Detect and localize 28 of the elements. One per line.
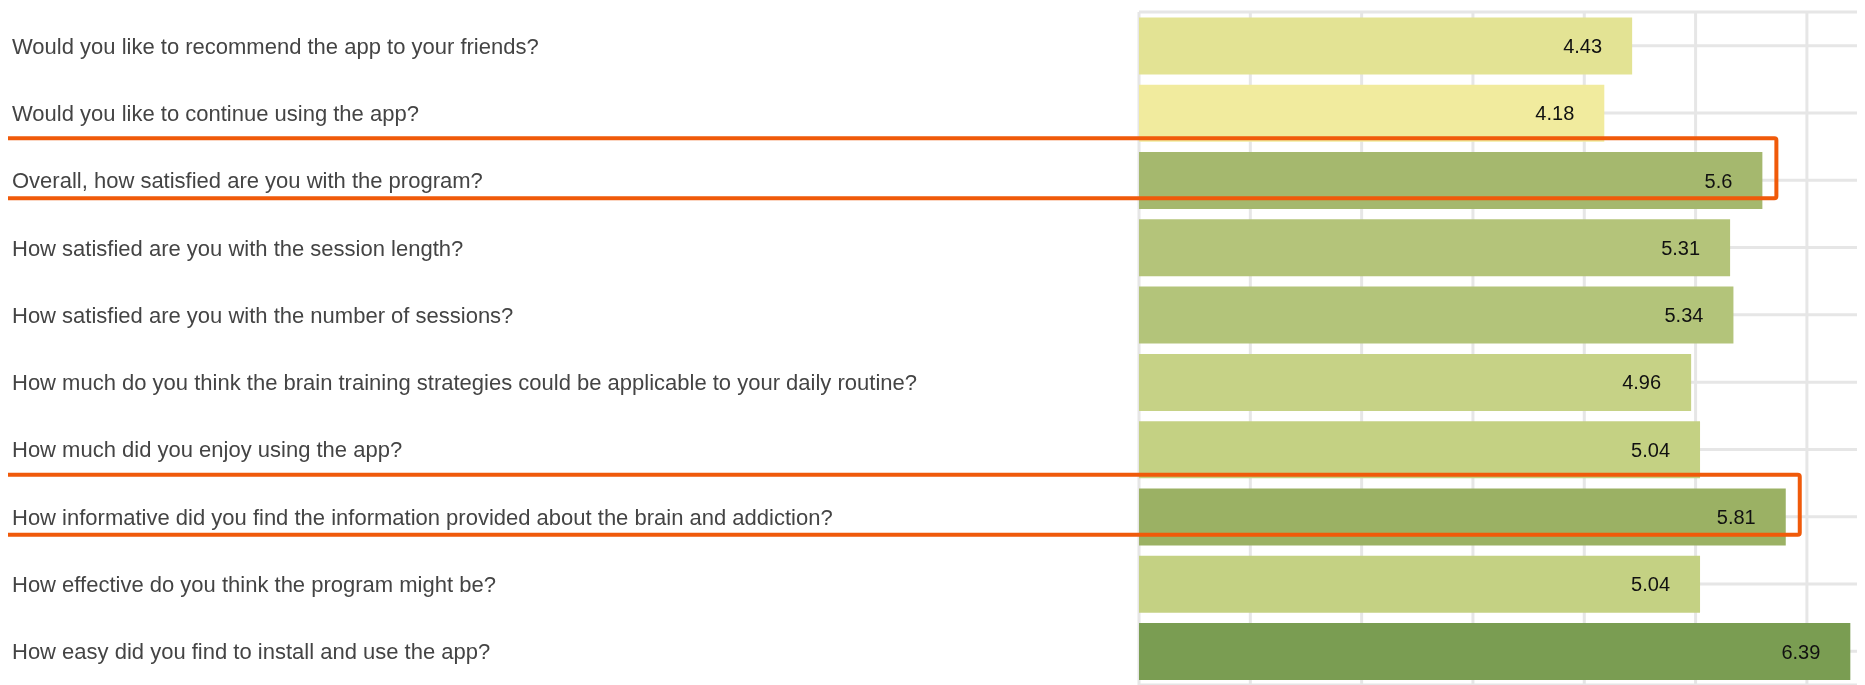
y-tick-label: Would you like to continue using the app? [12,100,419,126]
y-tick-label: How easy did you find to install and use the app? [12,639,491,665]
bar [1139,84,1605,142]
bar [1139,219,1731,277]
bar [1139,353,1692,411]
bar [1139,623,1851,681]
y-tick-label: Would you like to recommend the app to your friends? [12,33,539,59]
data-label: 4.96 [1622,371,1662,394]
y-tick-label: Overall, how satisfied are you with the program? [12,168,483,194]
data-label: 5.81 [1716,506,1756,529]
data-label: 5.04 [1631,573,1671,596]
y-tick-label: How informative did you find the information provided about the brain and addiction? [12,504,833,530]
y-tick-label: How much did you enjoy using the app? [12,437,403,463]
y-tick-label: How effective do you think the program might be? [12,572,496,598]
bar [1139,555,1701,613]
y-tick-label: How much do you think the brain training strategies could be applicable to your daily routine? [12,370,917,396]
y-tick-label: How satisfied are you with the session length? [12,235,464,261]
data-label: 5.04 [1631,438,1671,461]
data-label: 5.6 [1704,169,1733,192]
data-label: 6.39 [1781,640,1821,663]
data-label: 5.31 [1661,236,1701,259]
data-label: 4.18 [1535,102,1575,125]
bar [1139,421,1701,479]
bar [1139,286,1734,344]
data-label: 4.43 [1563,34,1603,57]
y-tick-label: How satisfied are you with the number of sessions? [12,302,514,328]
bar [1139,17,1633,75]
data-label: 5.34 [1664,304,1704,327]
